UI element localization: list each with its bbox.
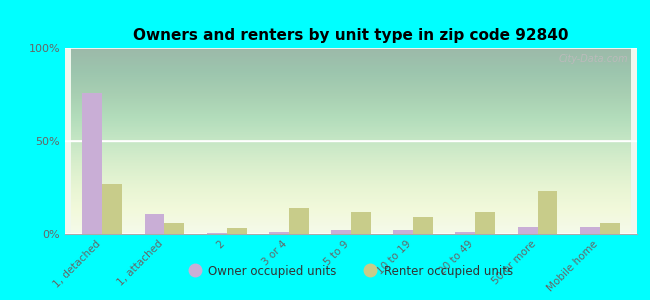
Text: Renter occupied units: Renter occupied units xyxy=(384,266,513,278)
Bar xyxy=(393,230,413,234)
Bar xyxy=(331,230,351,234)
Text: Owner occupied units: Owner occupied units xyxy=(208,266,337,278)
Bar xyxy=(227,228,246,234)
Bar xyxy=(102,184,122,234)
Bar xyxy=(144,214,164,234)
Text: City-Data.com: City-Data.com xyxy=(559,54,629,64)
Bar xyxy=(289,208,309,234)
Bar xyxy=(580,226,600,234)
Bar xyxy=(413,217,433,234)
Bar xyxy=(164,223,185,234)
Bar xyxy=(475,212,495,234)
Bar xyxy=(456,232,475,234)
Bar xyxy=(538,191,558,234)
Bar xyxy=(83,93,102,234)
Bar xyxy=(517,226,538,234)
Bar xyxy=(600,223,619,234)
Bar xyxy=(207,233,227,234)
Bar xyxy=(269,232,289,234)
Bar xyxy=(351,212,371,234)
Title: Owners and renters by unit type in zip code 92840: Owners and renters by unit type in zip c… xyxy=(133,28,569,43)
